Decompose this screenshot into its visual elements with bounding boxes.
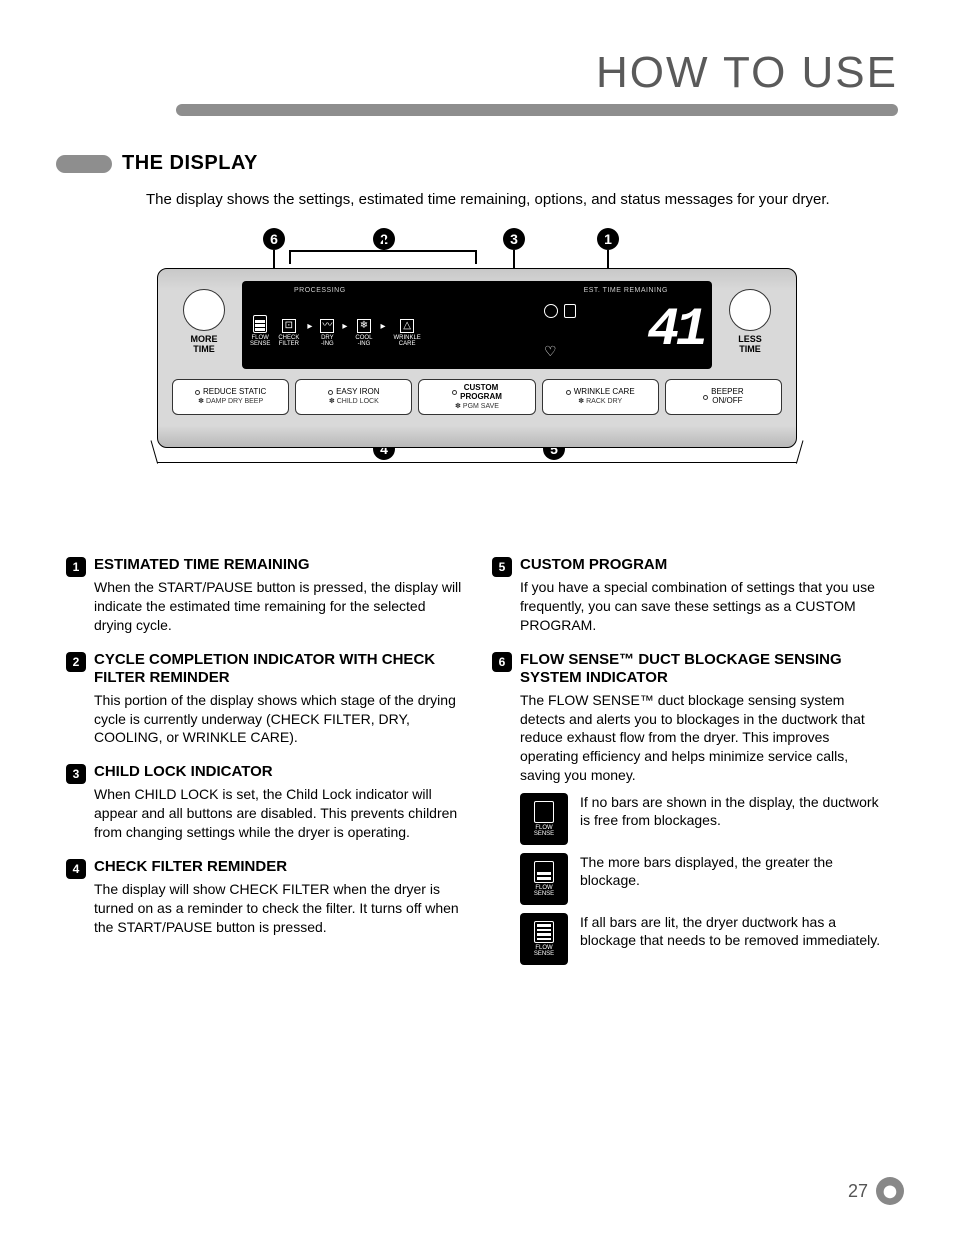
less-time-label: LESS TIME: [738, 335, 762, 355]
item-6: 6 FLOW SENSE™ DUCT BLOCKAGE SENSING SYST…: [492, 651, 888, 965]
processing-label: PROCESSING: [294, 287, 346, 294]
panel-edge: [157, 462, 797, 463]
item-2: 2 CYCLE COMPLETION INDICATOR WITH CHECK …: [66, 651, 462, 748]
item-title: CHECK FILTER REMINDER: [94, 858, 462, 876]
wrinkle-care-button: WRINKLE CARE RACK DRY: [542, 379, 659, 415]
dryer-panel: MORE TIME PROCESSING EST. TIME REMAINING…: [157, 268, 797, 448]
description-columns: 1 ESTIMATED TIME REMAINING When the STAR…: [56, 556, 898, 981]
lcd-mid-icons: ♡: [536, 304, 584, 358]
panel-edge: [796, 440, 804, 463]
easy-iron-button: EASY IRON CHILD LOCK: [295, 379, 412, 415]
flow-badge-partial: FLOW SENSE: [520, 853, 568, 905]
right-column: 5 CUSTOM PROGRAM If you have a special c…: [492, 556, 888, 981]
item-body: When CHILD LOCK is set, the Child Lock i…: [94, 785, 462, 842]
control-panel-diagram: 6 2 3 1 4 5 MORE TIME PROCESSING EST. TI…: [157, 228, 797, 508]
section-heading: THE DISPLAY: [122, 152, 258, 175]
flow-text: The more bars displayed, the greater the…: [580, 853, 888, 889]
option-buttons-row: REDUCE STATIC DAMP DRY BEEP EASY IRON CH…: [172, 379, 782, 415]
callout-1: 1: [597, 228, 619, 250]
item-4: 4 CHECK FILTER REMINDER The display will…: [66, 858, 462, 937]
flow-text: If no bars are shown in the display, the…: [580, 793, 888, 829]
item-3: 3 CHILD LOCK INDICATOR When CHILD LOCK i…: [66, 763, 462, 842]
more-time-label: MORE TIME: [191, 335, 218, 355]
num-badge-2: 2: [66, 652, 86, 672]
cooling-indicator: ❄ COOL -ING: [355, 319, 372, 347]
callout-line: [289, 250, 291, 264]
lg-logo-icon: ⬤: [876, 1177, 904, 1205]
lcd-display: PROCESSING EST. TIME REMAINING FLOW SENS…: [242, 281, 712, 369]
callout-3: 3: [503, 228, 525, 250]
drying-indicator: 〰 DRY -ING: [320, 319, 334, 347]
flow-row-all: FLOW SENSE If all bars are lit, the drye…: [520, 913, 888, 965]
item-body: The display will show CHECK FILTER when …: [94, 880, 462, 937]
flow-row-none: FLOW SENSE If no bars are shown in the d…: [520, 793, 888, 845]
est-time-label: EST. TIME REMAINING: [584, 287, 668, 294]
lock-icon: [564, 304, 576, 318]
knob-icon: [183, 289, 225, 331]
num-badge-1: 1: [66, 557, 86, 577]
intro-text: The display shows the settings, estimate…: [146, 189, 838, 210]
custom-program-button: CUSTOM PROGRAM PGM SAVE: [418, 379, 535, 415]
title-bar: [176, 104, 898, 116]
page-title: HOW TO USE: [56, 48, 898, 98]
page-number: 27: [848, 1181, 868, 1202]
check-filter-indicator: ⊡ CHECK FILTER: [278, 319, 299, 347]
item-title: CYCLE COMPLETION INDICATOR WITH CHECK FI…: [94, 651, 462, 687]
num-badge-4: 4: [66, 859, 86, 879]
item-body: The FLOW SENSE™ duct blockage sensing sy…: [520, 691, 888, 785]
item-body: When the START/PAUSE button is pressed, …: [94, 578, 462, 635]
page-footer: 27 ⬤: [848, 1177, 904, 1205]
reduce-static-button: REDUCE STATIC DAMP DRY BEEP: [172, 379, 289, 415]
panel-edge: [151, 440, 159, 463]
num-badge-6: 6: [492, 652, 512, 672]
item-title: CHILD LOCK INDICATOR: [94, 763, 462, 781]
flow-row-some: FLOW SENSE The more bars displayed, the …: [520, 853, 888, 905]
item-title: FLOW SENSE™ DUCT BLOCKAGE SENSING SYSTEM…: [520, 651, 888, 687]
flow-text: If all bars are lit, the dryer ductwork …: [580, 913, 888, 949]
flow-badge-full: FLOW SENSE: [520, 913, 568, 965]
callout-6: 6: [263, 228, 285, 250]
wrinkle-indicator: △ WRINKLE CARE: [393, 319, 420, 347]
knob-icon: [729, 289, 771, 331]
item-title: CUSTOM PROGRAM: [520, 556, 888, 574]
item-body: If you have a special combination of set…: [520, 578, 888, 635]
arrow-icon: ▸: [307, 321, 312, 332]
heart-icon: ♡: [544, 344, 576, 358]
num-badge-3: 3: [66, 764, 86, 784]
item-title: ESTIMATED TIME REMAINING: [94, 556, 462, 574]
heading-pill: [56, 155, 112, 173]
num-badge-5: 5: [492, 557, 512, 577]
callout-line: [289, 250, 477, 252]
left-column: 1 ESTIMATED TIME REMAINING When the STAR…: [66, 556, 462, 981]
item-body: This portion of the display shows which …: [94, 691, 462, 748]
item-1: 1 ESTIMATED TIME REMAINING When the STAR…: [66, 556, 462, 635]
item-5: 5 CUSTOM PROGRAM If you have a special c…: [492, 556, 888, 635]
arrow-icon: ▸: [342, 321, 347, 332]
flow-badge-empty: FLOW SENSE: [520, 793, 568, 845]
less-time-knob: LESS TIME: [718, 281, 782, 369]
arrow-icon: ▸: [380, 321, 385, 332]
time-digits: 41: [584, 304, 704, 358]
beeper-button: BEEPER ON/OFF: [665, 379, 782, 415]
callout-line: [383, 236, 385, 250]
callout-line: [475, 250, 477, 264]
section-heading-wrap: THE DISPLAY: [56, 152, 898, 175]
more-time-knob: MORE TIME: [172, 281, 236, 369]
clock-icon: [544, 304, 558, 318]
flow-sense-indicator: FLOW SENSE: [250, 315, 270, 347]
